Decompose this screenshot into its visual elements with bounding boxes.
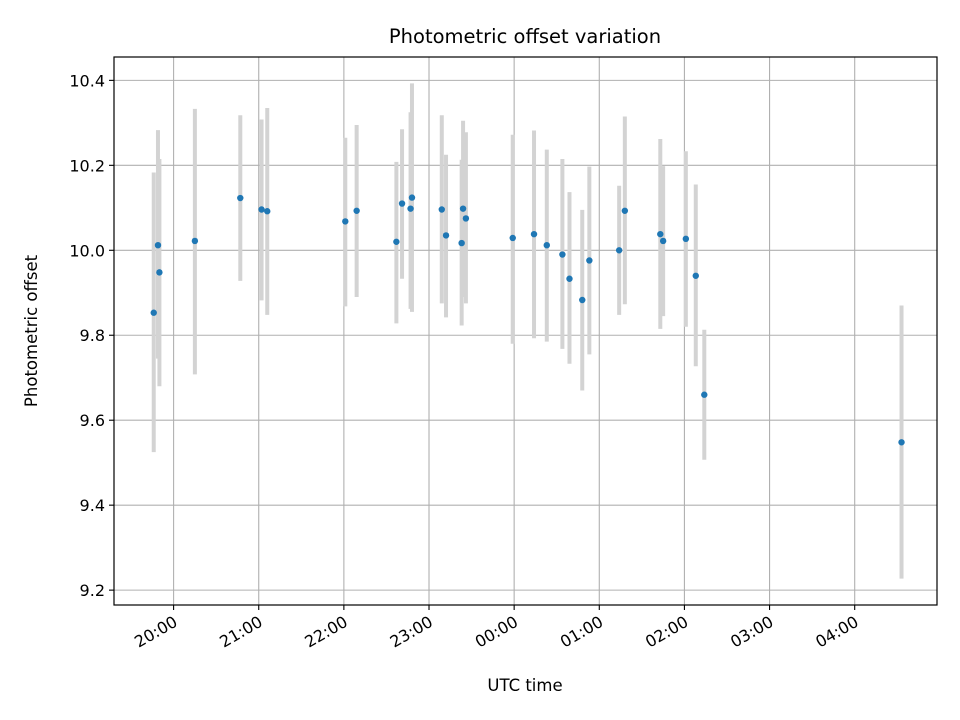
plot-frame [113, 56, 938, 606]
y-axis-title: Photometric offset [22, 254, 41, 407]
data-point [621, 207, 629, 214]
y-tick-label: 9.8 [80, 326, 105, 345]
data-point [353, 207, 360, 214]
data-point [393, 238, 400, 245]
data-point [150, 309, 157, 316]
chart-title: Photometric offset variation [389, 25, 661, 48]
data-point [442, 232, 450, 239]
y-tick-label: 10.2 [69, 156, 105, 175]
x-axis-title: UTC time [487, 676, 562, 695]
data-point [407, 205, 414, 212]
data-point [264, 208, 271, 215]
data-point [342, 218, 349, 225]
y-tick-label: 10.4 [69, 71, 105, 90]
plot-area [114, 57, 937, 605]
data-point [692, 272, 699, 279]
y-tick-label: 10.0 [69, 241, 105, 260]
data-point [543, 241, 550, 249]
data-point [459, 205, 467, 212]
data-point [559, 251, 566, 258]
data-point [458, 239, 465, 247]
data-point [586, 257, 593, 264]
data-point [462, 215, 470, 222]
data-point [682, 235, 690, 243]
data-point [398, 200, 406, 207]
data-point [237, 194, 244, 202]
data-point [615, 247, 623, 254]
data-point [701, 391, 708, 398]
data-points [150, 194, 905, 446]
data-point [191, 237, 199, 245]
data-point [258, 206, 265, 213]
data-point [566, 275, 573, 282]
data-point [408, 194, 416, 201]
data-point [438, 206, 445, 213]
y-tick-label: 9.4 [80, 496, 105, 515]
data-point [579, 296, 586, 304]
y-tick-label: 9.6 [80, 411, 105, 430]
y-axis-ticks: 9.2 9.4 9.6 9.8 10.0 10.2 10.4 [69, 71, 114, 600]
data-point [530, 230, 538, 238]
data-point [657, 230, 664, 238]
data-point [659, 237, 667, 245]
data-point [509, 234, 516, 242]
data-point [156, 269, 163, 276]
data-point [154, 241, 162, 249]
y-tick-label: 9.2 [80, 581, 105, 600]
data-point [898, 439, 905, 446]
